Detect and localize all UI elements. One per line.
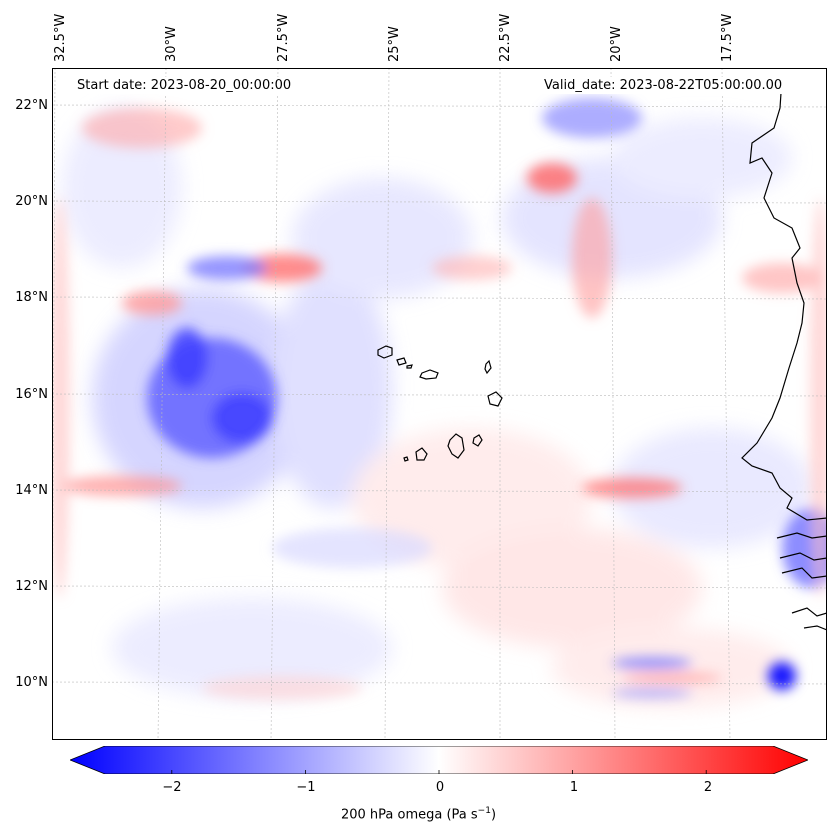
africa-coastline [741, 77, 827, 521]
lat-label-14n: 14°N [15, 483, 48, 498]
omega-field [52, 98, 827, 708]
island-sao-vicente [396, 357, 407, 366]
lon-label-30w: 30°W [164, 26, 179, 62]
gambia-coastline [776, 532, 827, 631]
island-maio [472, 434, 483, 447]
lon-label-17-5w: 17.5°W [720, 13, 735, 62]
lat-label-20n: 20°N [15, 194, 48, 209]
island-sao-nicolau [419, 369, 439, 380]
map-frame [52, 68, 827, 740]
lat-label-16n: 16°N [15, 387, 48, 402]
island-boa-vista [487, 391, 503, 407]
colorbar-tick-label: −2 [162, 780, 182, 795]
colorbar-title: 200 hPa omega (Pa s−1) [0, 806, 837, 822]
lat-label-18n: 18°N [15, 290, 48, 305]
island-brava [403, 456, 409, 462]
lat-label-22n: 22°N [15, 98, 48, 113]
lon-label-20w: 20°W [609, 26, 624, 62]
colorbar-gradient [70, 746, 808, 774]
omega-map [52, 68, 827, 740]
coastlines [377, 77, 827, 631]
colorbar-title-unit-exponent: −1 [477, 806, 491, 816]
lon-label-27-5w: 27.5°W [276, 13, 291, 62]
lon-label-25w: 25°W [387, 26, 402, 62]
colorbar-tick-label: 1 [569, 780, 579, 795]
lat-label-10n: 10°N [15, 675, 48, 690]
colorbar-tick-label: 2 [703, 780, 713, 795]
island-sal [484, 359, 492, 375]
island-santiago [447, 433, 465, 459]
lat-label-12n: 12°N [15, 579, 48, 594]
island-santa-luzia [406, 364, 413, 369]
colorbar-title-close: ) [490, 807, 497, 823]
island-santo-antao [377, 345, 393, 359]
lon-label-22-5w: 22.5°W [498, 13, 513, 62]
colorbar-title-text: 200 hPa omega (Pa s [340, 807, 478, 823]
colorbar [70, 746, 808, 774]
valid-date-label: Valid_date: 2023-08-22T05:00:00.00 [540, 77, 787, 94]
island-fogo [415, 447, 428, 461]
start-date-label: Start date: 2023-08-20_00:00:00 [73, 77, 296, 94]
colorbar-tick-label: 0 [435, 780, 445, 795]
colorbar-tick-label: −1 [296, 780, 316, 795]
lon-label-32-5w: 32.5°W [53, 13, 68, 62]
